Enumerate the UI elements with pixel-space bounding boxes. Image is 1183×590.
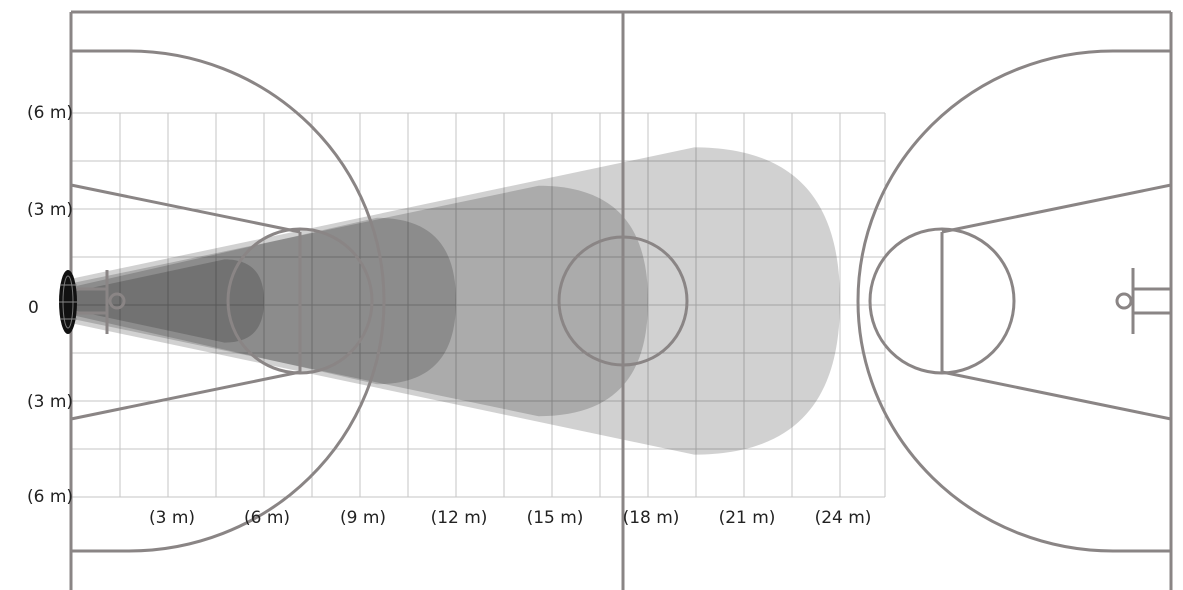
- coverage-zone: [72, 185, 648, 417]
- x-axis-label: (21 m): [719, 508, 776, 528]
- x-axis-label: (3 m): [149, 508, 195, 528]
- coverage-zone: [72, 147, 840, 455]
- measurement-grid: [71, 112, 886, 498]
- lane-line-left-bottom: [70, 370, 301, 421]
- x-axis-label: (9 m): [340, 508, 386, 528]
- y-axis-label: 0: [28, 298, 39, 318]
- free-throw-circle-left: [226, 227, 374, 375]
- hoop-left: [108, 292, 126, 310]
- y-axis-label: (6 m): [27, 487, 73, 507]
- y-axis-label: (3 m): [27, 392, 73, 412]
- lane-line-right-top: [941, 183, 1172, 234]
- center-circle: [557, 235, 689, 367]
- hoop-right: [1115, 292, 1133, 310]
- x-axis-label: (18 m): [623, 508, 680, 528]
- lane-line-right-bottom: [941, 370, 1172, 421]
- x-axis-label: (6 m): [244, 508, 290, 528]
- three-point-arc-left: [128, 49, 386, 553]
- y-axis-labels: (6 m) (3 m) 0 (3 m) (6 m): [27, 103, 73, 507]
- x-axis-label: (24 m): [815, 508, 872, 528]
- coverage-zone: [72, 259, 264, 343]
- y-axis-label: (3 m): [27, 200, 73, 220]
- x-axis-label: (12 m): [431, 508, 488, 528]
- lane-line-left-top: [70, 183, 301, 234]
- x-axis-label: (15 m): [527, 508, 584, 528]
- free-throw-circle-right: [868, 227, 1016, 375]
- x-axis-labels: (3 m) (6 m) (9 m) (12 m) (15 m) (18 m) (…: [149, 508, 871, 528]
- three-point-arc-right: [856, 49, 1114, 553]
- y-axis-label: (6 m): [27, 103, 73, 123]
- sensor-device-icon: [59, 270, 77, 334]
